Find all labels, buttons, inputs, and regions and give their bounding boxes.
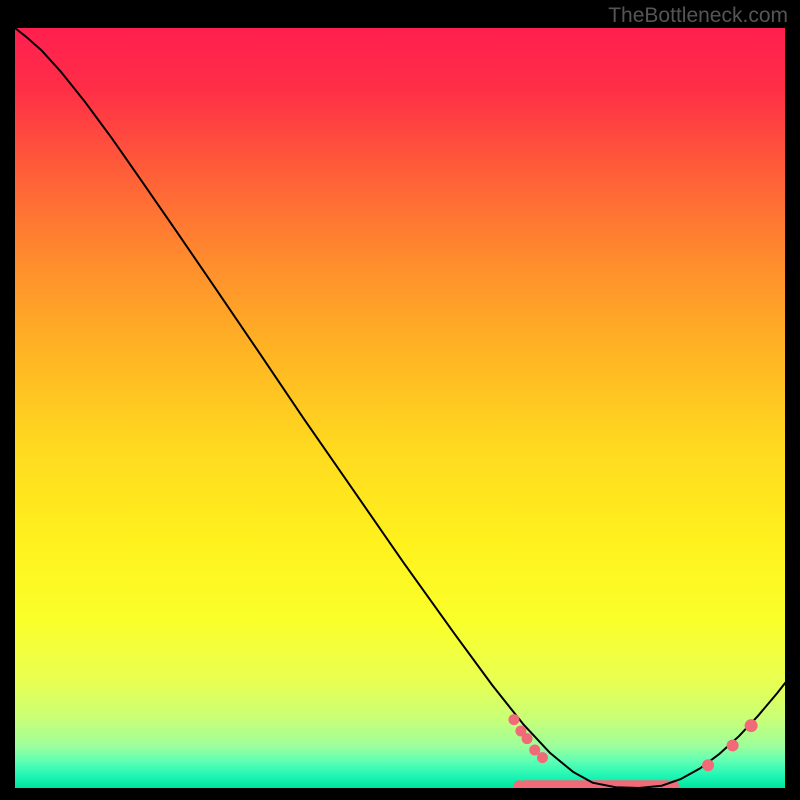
marker-point <box>508 714 519 725</box>
attribution-text: TheBottleneck.com <box>608 4 788 28</box>
chart-plot-area <box>15 28 785 788</box>
chart-background <box>15 28 785 788</box>
chart-svg <box>15 28 785 788</box>
marker-point <box>745 719 758 732</box>
marker-point <box>727 739 739 751</box>
marker-point <box>537 752 548 763</box>
marker-point <box>702 759 714 771</box>
marker-point <box>522 733 533 744</box>
